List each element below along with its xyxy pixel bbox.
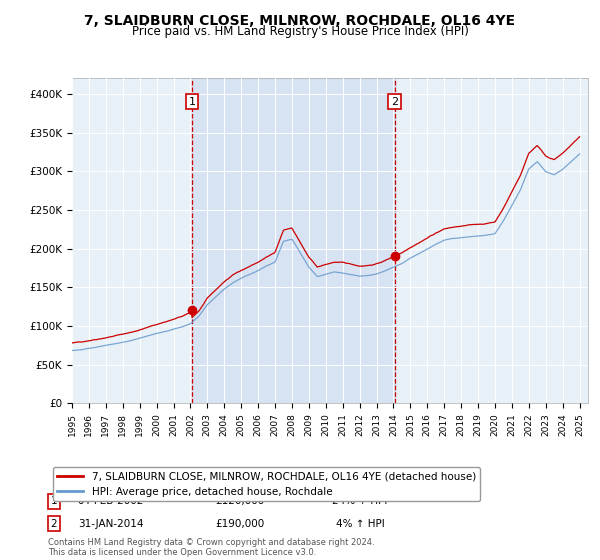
Legend: 7, SLAIDBURN CLOSE, MILNROW, ROCHDALE, OL16 4YE (detached house), HPI: Average p: 7, SLAIDBURN CLOSE, MILNROW, ROCHDALE, O… [53,467,480,501]
Text: 04-FEB-2002: 04-FEB-2002 [78,496,144,506]
Text: £190,000: £190,000 [215,519,265,529]
Bar [192,78,395,403]
Text: 7, SLAIDBURN CLOSE, MILNROW, ROCHDALE, OL16 4YE: 7, SLAIDBURN CLOSE, MILNROW, ROCHDALE, O… [85,14,515,28]
Text: 24% ↑ HPI: 24% ↑ HPI [332,496,388,506]
Text: 1: 1 [188,97,196,106]
Text: 1: 1 [50,496,58,506]
Text: 31-JAN-2014: 31-JAN-2014 [78,519,144,529]
Text: 2: 2 [50,519,58,529]
Text: 2: 2 [391,97,398,106]
Text: 4% ↑ HPI: 4% ↑ HPI [335,519,385,529]
Text: Contains HM Land Registry data © Crown copyright and database right 2024.
This d: Contains HM Land Registry data © Crown c… [48,538,374,557]
Text: £120,000: £120,000 [215,496,265,506]
Text: Price paid vs. HM Land Registry's House Price Index (HPI): Price paid vs. HM Land Registry's House … [131,25,469,38]
